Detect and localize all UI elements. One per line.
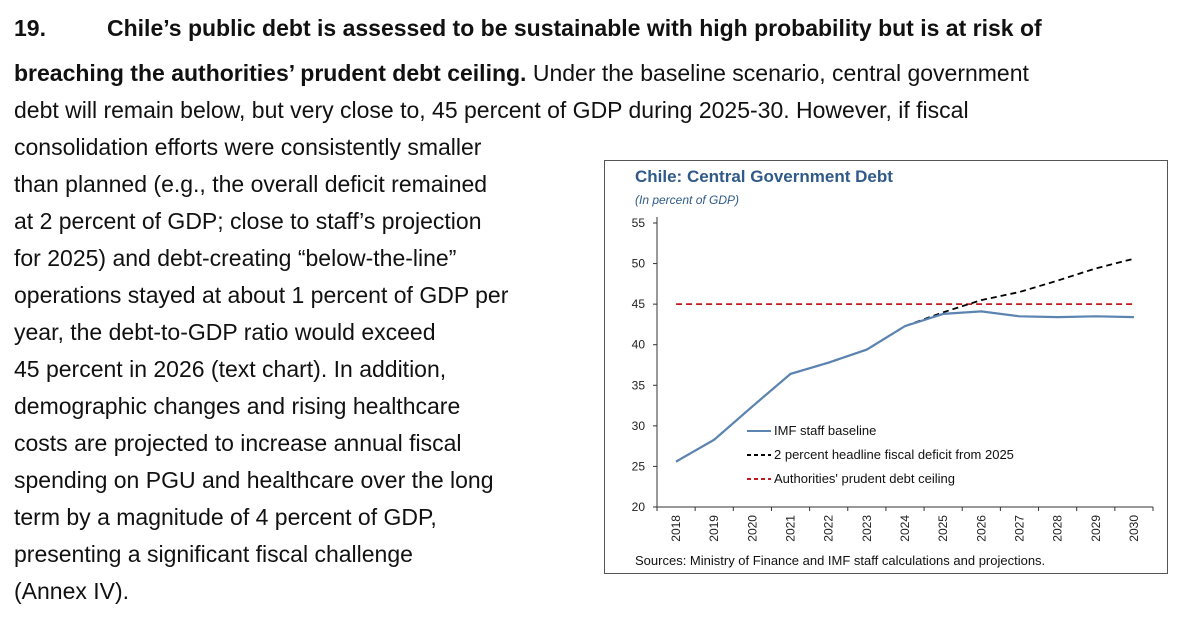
x-tick-label: 2020 xyxy=(745,515,759,542)
x-tick-label: 2018 xyxy=(669,515,683,542)
y-tick-label: 20 xyxy=(632,500,646,514)
x-tick-label: 2025 xyxy=(936,515,950,542)
legend-label: Authorities' prudent debt ceiling xyxy=(774,471,955,486)
paragraph-line: 45 percent in 2026 (text chart). In addi… xyxy=(14,356,447,382)
paragraph-line-2: breaching the authorities’ prudent debt … xyxy=(14,55,1029,92)
paragraph-line: operations stayed at about 1 percent of … xyxy=(14,282,509,308)
y-tick-label: 50 xyxy=(632,257,646,271)
x-tick-label: 2030 xyxy=(1127,515,1141,542)
x-tick-label: 2029 xyxy=(1089,515,1103,542)
y-tick-label: 25 xyxy=(632,459,646,473)
paragraph-line: debt will remain below, but very close t… xyxy=(14,97,969,123)
chart-title: Chile: Central Government Debt xyxy=(635,167,893,186)
x-tick-label: 2019 xyxy=(707,515,721,542)
legend-label: IMF staff baseline xyxy=(774,423,876,438)
chart-source: Sources: Ministry of Finance and IMF sta… xyxy=(635,553,1046,568)
x-tick-label: 2023 xyxy=(860,515,874,542)
x-tick-label: 2026 xyxy=(974,515,988,542)
y-tick-label: 35 xyxy=(632,378,646,392)
paragraph-line: year, the debt-to-GDP ratio would exceed xyxy=(14,319,436,345)
x-tick-label: 2022 xyxy=(822,515,836,542)
paragraph-line: for 2025) and debt-creating “below-the-l… xyxy=(14,245,457,271)
y-tick-label: 45 xyxy=(632,297,646,311)
y-tick-label: 40 xyxy=(632,338,646,352)
paragraph-line: costs are projected to increase annual f… xyxy=(14,430,462,456)
x-tick-label: 2024 xyxy=(898,515,912,542)
paragraph-line: presenting a significant fiscal challeng… xyxy=(14,541,413,567)
x-tick-label: 2027 xyxy=(1012,515,1026,542)
legend-label: 2 percent headline fiscal deficit from 2… xyxy=(774,447,1014,462)
series-line xyxy=(675,257,1135,463)
paragraph-line: than planned (e.g., the overall deficit … xyxy=(14,171,488,197)
paragraph-line: spending on PGU and healthcare over the … xyxy=(14,467,494,493)
paragraph-line: (Annex IV). xyxy=(14,578,130,604)
x-tick-label: 2021 xyxy=(784,515,798,542)
chart-subtitle: (In percent of GDP) xyxy=(635,193,740,207)
paragraph-line-2-rest: Under the baseline scenario, central gov… xyxy=(526,60,1029,86)
series-line xyxy=(675,310,1134,463)
paragraph-heading-part1: Chile’s public debt is assessed to be su… xyxy=(107,15,1042,41)
text-chart: Chile: Central Government Debt (In perce… xyxy=(604,160,1168,574)
y-tick-label: 55 xyxy=(632,216,646,230)
paragraph-line-1: 19. Chile’s public debt is assessed to be… xyxy=(14,10,1042,47)
paragraph-heading-part2: breaching the authorities’ prudent debt … xyxy=(14,60,527,86)
paragraph-line: consolidation efforts were consistently … xyxy=(14,134,482,160)
x-tick-label: 2028 xyxy=(1051,515,1065,542)
paragraph-line: term by a magnitude of 4 percent of GDP, xyxy=(14,504,437,530)
paragraph-line: at 2 percent of GDP; close to staff’s pr… xyxy=(14,208,482,234)
paragraph-number: 19. xyxy=(14,15,46,41)
y-tick-label: 30 xyxy=(632,419,646,433)
paragraph-line: demographic changes and rising healthcar… xyxy=(14,393,461,419)
